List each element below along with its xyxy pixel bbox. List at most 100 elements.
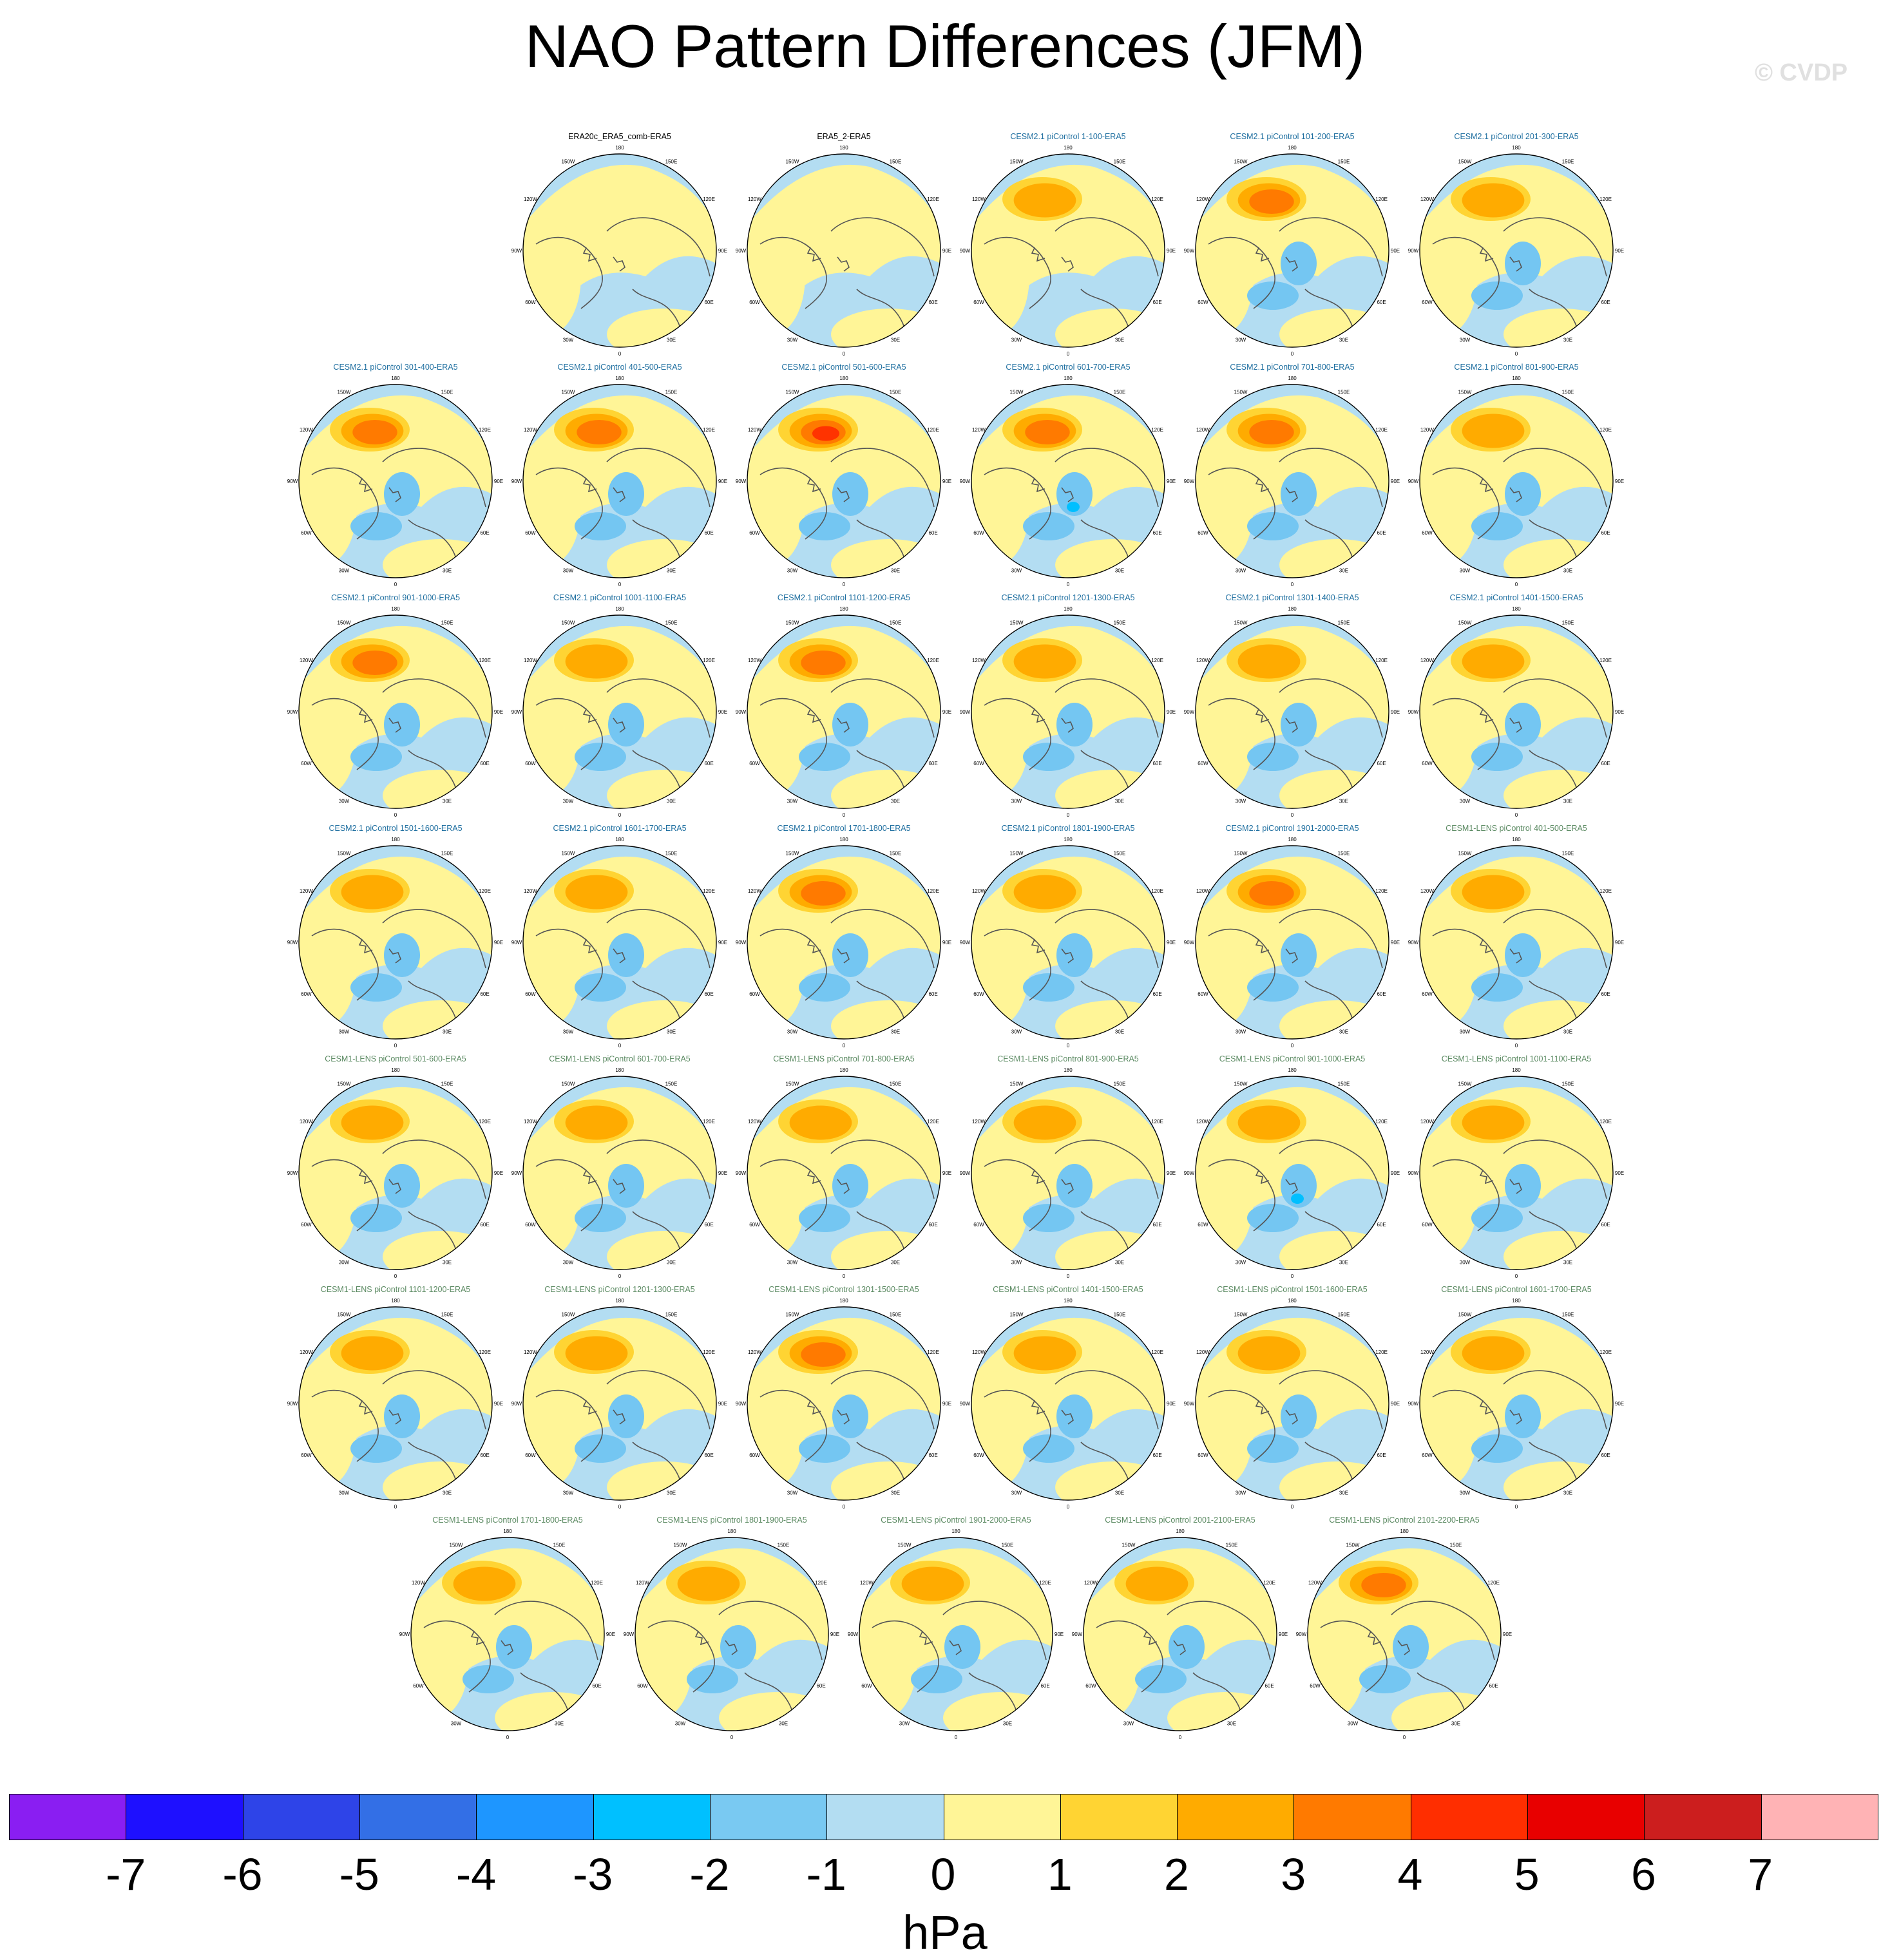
- longitude-label: 90W: [960, 940, 971, 946]
- colorbar-box: [1060, 1794, 1178, 1840]
- longitude-label: 0: [1067, 351, 1070, 357]
- negative-contour-level-1: [1281, 242, 1317, 285]
- coastline: [1432, 1139, 1607, 1270]
- longitude-label: 150E: [665, 389, 678, 395]
- longitude-label: 60E: [928, 530, 937, 536]
- longitude-label: 120E: [1375, 658, 1388, 663]
- positive-anomaly-region: [1279, 1231, 1389, 1270]
- colorbar-tick-label: 6: [1631, 1849, 1656, 1899]
- longitude-label: 150W: [1234, 620, 1248, 625]
- longitude-label: 180: [1064, 1067, 1073, 1073]
- negative-contour-level-1: [832, 703, 868, 747]
- longitude-label: 30E: [1339, 799, 1348, 804]
- map-panel: CESM1-LENS piControl 1901-2000-ERA5 180 15…: [846, 1516, 1065, 1745]
- positive-anomaly-region: [607, 770, 716, 808]
- map-boundary: [971, 614, 1165, 809]
- longitude-label: 90E: [1167, 940, 1176, 946]
- colorbar-box: [1644, 1794, 1761, 1840]
- positive-contour-level-2: [565, 644, 628, 679]
- longitude-label: 120W: [1420, 1349, 1434, 1355]
- longitude-label: 60W: [1198, 530, 1208, 536]
- longitude-label: 180: [1288, 1298, 1297, 1304]
- colorbar-tick-label: -7: [106, 1849, 146, 1899]
- coastline: [759, 1370, 935, 1500]
- longitude-label: 30E: [443, 799, 452, 804]
- longitude-label: 60E: [1377, 1452, 1386, 1458]
- longitude-label: 60E: [1601, 1452, 1610, 1458]
- positive-contour-level-3: [1025, 419, 1070, 445]
- map-panel: CESM1-LENS piControl 1801-1900-ERA5 180 15…: [622, 1516, 841, 1745]
- polar-map: 180 150E 120E 90E 60E 30E 0 30W 60W 90W 120W 150W: [1296, 1528, 1512, 1740]
- longitude-label: 30W: [1460, 1260, 1471, 1266]
- map-panel: CESM1-LENS piControl 1501-1600-ERA5 180 15…: [1183, 1285, 1402, 1514]
- positive-anomaly-region: [1279, 309, 1389, 347]
- map-panel: CESM2.1 piControl 1301-1400-ERA5 180 150E 1…: [1183, 593, 1402, 823]
- longitude-label: 90W: [960, 1170, 971, 1176]
- longitude-label: 0: [1067, 1504, 1070, 1510]
- longitude-label: 60W: [301, 761, 312, 766]
- coastline: [984, 678, 1159, 808]
- longitude-label: 150W: [1010, 1081, 1024, 1087]
- positive-anomaly-region: [943, 1692, 1053, 1731]
- positive-anomaly-region: [383, 1000, 492, 1039]
- longitude-label: 90E: [1279, 1632, 1288, 1637]
- longitude-label: 30W: [563, 1490, 574, 1496]
- negative-contour-level-1: [832, 472, 868, 516]
- longitude-label: 150E: [665, 158, 678, 164]
- positive-contour-level-2: [565, 1336, 628, 1371]
- longitude-label: 120E: [1599, 1119, 1612, 1125]
- longitude-label: 90W: [511, 479, 522, 484]
- polar-map: 180 150E 120E 90E 60E 30E 0 30W 60W 90W 120W 150W: [287, 1298, 503, 1510]
- map-boundary: [1195, 1306, 1389, 1501]
- map-panel: CESM2.1 piControl 1-100-ERA5 180 150E 120E 9…: [959, 132, 1178, 361]
- map-boundary: [522, 845, 717, 1040]
- coastline: [311, 678, 486, 808]
- longitude-label: 120W: [412, 1580, 425, 1586]
- negative-contour-level-1: [608, 703, 644, 747]
- panel-title: CESM1-LENS piControl 601-700-ERA5: [549, 1054, 691, 1063]
- map-panel: CESM1-LENS piControl 1001-1100-ERA5 180 15…: [1407, 1054, 1626, 1284]
- longitude-label: 30W: [451, 1721, 462, 1727]
- longitude-label: 90E: [1167, 479, 1176, 484]
- longitude-label: 60E: [1152, 991, 1161, 997]
- panel-title: CESM2.1 piControl 501-600-ERA5: [781, 363, 906, 372]
- negative-contour-level-1: [350, 973, 402, 1002]
- map-boundary: [971, 1306, 1165, 1501]
- coastline: [311, 448, 486, 578]
- longitude-label: 180: [839, 606, 848, 612]
- positive-anomaly-region: [1055, 539, 1165, 578]
- longitude-label: 90W: [736, 1170, 747, 1176]
- map-boundary: [1419, 153, 1614, 348]
- longitude-label: 150W: [786, 850, 799, 856]
- negative-contour-level-1: [1505, 242, 1541, 285]
- longitude-label: 120W: [972, 888, 986, 894]
- negative-contour-level-1: [1023, 973, 1074, 1002]
- map-panel: CESM2.1 piControl 1501-1600-ERA5 180 150E 1…: [286, 824, 505, 1053]
- positive-contour-level-2: [677, 1566, 740, 1601]
- map-panel: CESM1-LENS piControl 1201-1300-ERA5 180 15…: [510, 1285, 729, 1514]
- coastline: [1208, 448, 1383, 578]
- longitude-label: 30E: [1451, 1721, 1460, 1727]
- longitude-label: 90W: [736, 940, 747, 946]
- positive-contour-level-3: [352, 419, 397, 445]
- positive-anomaly-region: [607, 539, 716, 578]
- map-panel: CESM1-LENS piControl 401-500-ERA5 180 150E…: [1407, 824, 1626, 1053]
- longitude-label: 0: [843, 582, 846, 587]
- longitude-label: 120E: [479, 658, 491, 663]
- map-panel: CESM2.1 piControl 1201-1300-ERA5 180 150E 1…: [959, 593, 1178, 823]
- positive-anomaly-region: [383, 1231, 492, 1270]
- coastline: [647, 1601, 823, 1731]
- longitude-label: 150E: [1114, 158, 1126, 164]
- longitude-label: 150E: [1338, 850, 1350, 856]
- longitude-label: 90E: [1167, 1401, 1176, 1407]
- longitude-label: 120E: [479, 888, 491, 894]
- positive-contour-level-2: [1013, 644, 1076, 679]
- longitude-label: 30E: [1339, 568, 1348, 574]
- longitude-label: 60W: [973, 991, 984, 997]
- positive-anomaly-region: [831, 1461, 940, 1500]
- panel-title: CESM1-LENS piControl 1401-1500-ERA5: [993, 1285, 1143, 1294]
- longitude-label: 120E: [927, 196, 939, 202]
- map-panel: CESM1-LENS piControl 1401-1500-ERA5 180 15…: [959, 1285, 1178, 1514]
- longitude-label: 150W: [1234, 158, 1248, 164]
- longitude-label: 90W: [1184, 248, 1195, 254]
